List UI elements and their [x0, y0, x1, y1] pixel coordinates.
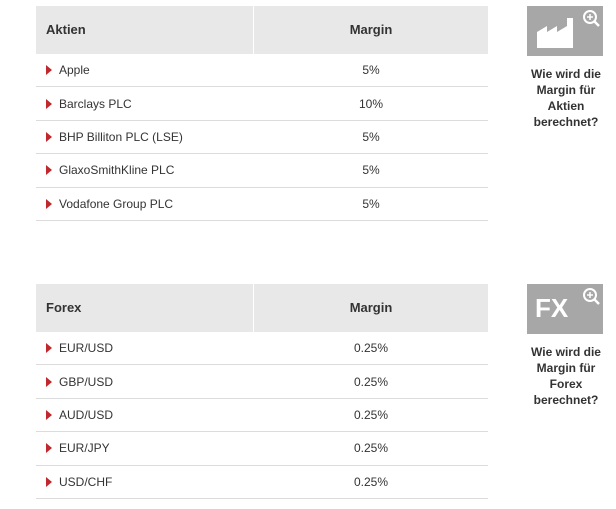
margin-cell: 0.25%	[353, 474, 389, 489]
arrow-bullet	[46, 476, 52, 487]
table-row: GlaxoSmithKline PLC 5%	[36, 154, 488, 188]
arrow-bullet	[46, 131, 52, 142]
arrow-bullet	[46, 376, 52, 387]
margin-cell: 0.25%	[353, 441, 389, 456]
arrow-bullet	[46, 443, 52, 454]
table-row: GBP/USD 0.25%	[36, 365, 488, 399]
table-row: Apple 5%	[36, 54, 488, 88]
instrument-link[interactable]: BHP Billiton PLC (LSE)	[59, 129, 183, 144]
name-cell: EUR/USD	[36, 332, 254, 364]
arrow-bullet	[46, 65, 52, 76]
icon-graphic	[537, 10, 600, 48]
info-icon[interactable]	[527, 6, 603, 56]
table-row: USD/CHF 0.25%	[36, 466, 488, 499]
table-header: Forex Margin	[36, 284, 488, 332]
info-box[interactable]: FX Wie wird die Margin für Forex berechne…	[520, 284, 612, 408]
name-cell: USD/CHF	[36, 466, 254, 498]
instrument-link[interactable]: EUR/USD	[59, 341, 114, 356]
arrow-bullet	[46, 198, 52, 209]
instrument-link[interactable]: Apple	[59, 63, 90, 78]
table-row: EUR/USD 0.25%	[36, 332, 488, 366]
name-cell: Barclays PLC	[36, 87, 254, 119]
table-row: AUD/USD 0.25%	[36, 399, 488, 433]
margin-table: Forex Margin EUR/USD 0.25% GBP/USD 0.25% AUD/U…	[36, 284, 488, 499]
info-caption[interactable]: Wie wird die Margin für Aktien berechnet…	[531, 67, 601, 129]
instrument-link[interactable]: Vodafone Group PLC	[59, 196, 174, 211]
margin-cell: 5%	[362, 63, 380, 78]
table-row: EUR/JPY 0.25%	[36, 432, 488, 466]
instrument-link[interactable]: USD/CHF	[59, 474, 113, 489]
header-cell: Forex	[36, 284, 254, 332]
name-cell: GBP/USD	[36, 365, 254, 397]
header-cell: Margin	[349, 22, 393, 37]
arrow-bullet	[46, 409, 52, 420]
table-header: Aktien Margin	[36, 6, 488, 54]
name-cell: GlaxoSmithKline PLC	[36, 154, 254, 186]
margin-table: Aktien Margin Apple 5% Barclays PLC 10% BHP Bi…	[36, 6, 488, 221]
arrow-bullet	[46, 165, 52, 176]
margin-cell: 0.25%	[353, 341, 389, 356]
margin-cell: 5%	[362, 129, 380, 144]
name-cell: BHP Billiton PLC (LSE)	[36, 121, 254, 153]
margin-cell: 10%	[358, 96, 384, 111]
name-cell: Vodafone Group PLC	[36, 188, 254, 220]
instrument-link[interactable]: GBP/USD	[59, 374, 114, 389]
name-cell: AUD/USD	[36, 399, 254, 431]
margin-cell: 5%	[362, 196, 380, 211]
instrument-link[interactable]: EUR/JPY	[59, 441, 110, 456]
name-cell: EUR/JPY	[36, 432, 254, 464]
arrow-bullet	[46, 343, 52, 354]
info-caption[interactable]: Wie wird die Margin für Forex berechnet?	[531, 345, 601, 407]
instrument-link[interactable]: Barclays PLC	[59, 96, 132, 111]
arrow-bullet	[46, 98, 52, 109]
info-icon[interactable]: FX	[527, 284, 603, 334]
margin-cell: 0.25%	[353, 407, 389, 422]
header-cell: Margin	[349, 300, 393, 315]
table-row: BHP Billiton PLC (LSE) 5%	[36, 121, 488, 155]
name-cell: Apple	[36, 54, 254, 86]
margin-cell: 0.25%	[353, 374, 389, 389]
icon-graphic	[583, 288, 600, 305]
margin-cell: 5%	[362, 163, 380, 178]
icon-label: FX	[535, 293, 569, 323]
instrument-link[interactable]: AUD/USD	[59, 407, 114, 422]
info-box[interactable]: Wie wird die Margin für Aktien berechnet…	[520, 6, 612, 130]
table-row: Vodafone Group PLC 5%	[36, 188, 488, 221]
table-row: Barclays PLC 10%	[36, 87, 488, 121]
header-cell: Aktien	[36, 6, 254, 54]
instrument-link[interactable]: GlaxoSmithKline PLC	[59, 163, 175, 178]
